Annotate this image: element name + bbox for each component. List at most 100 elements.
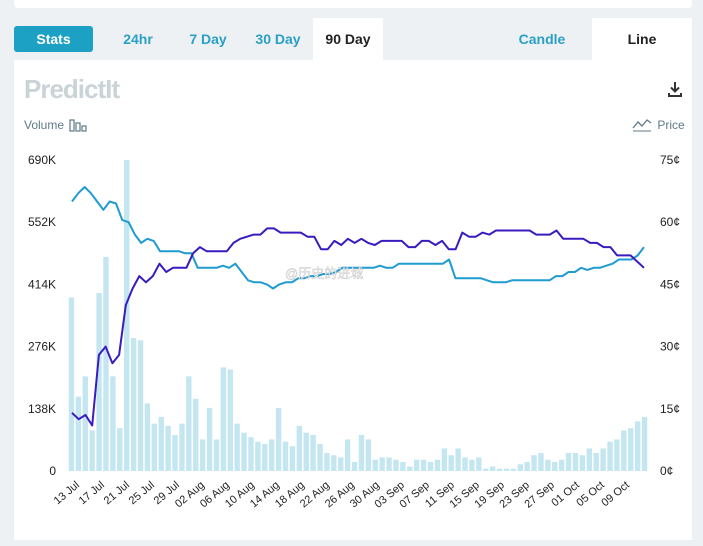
volume-bar	[144, 403, 151, 471]
volume-bar	[628, 428, 634, 471]
volume-bar	[586, 448, 593, 471]
volume-bar	[365, 439, 372, 471]
volume-bar	[489, 466, 496, 471]
volume-bar	[110, 376, 116, 471]
left-axis-tick: 276K	[28, 340, 56, 354]
volume-bar	[137, 340, 144, 471]
volume-legend-label: Volume	[24, 118, 65, 132]
volume-bar	[96, 292, 102, 471]
price-legend-label: Price	[657, 118, 685, 132]
volume-bar	[379, 457, 385, 471]
volume-bar	[517, 464, 523, 471]
volume-bar	[248, 437, 254, 471]
volume-bar	[621, 430, 627, 471]
volume-bar	[552, 461, 558, 471]
left-axis-tick: 0	[49, 464, 56, 478]
volume-bar	[282, 441, 289, 471]
volume-bar	[476, 457, 482, 471]
volume-bar	[151, 423, 158, 471]
volume-bar	[172, 434, 178, 471]
volume-bar	[130, 338, 137, 471]
volume-bar	[227, 369, 233, 471]
right-axis-tick: 30¢	[660, 340, 680, 354]
left-axis-tick: 414K	[28, 277, 56, 291]
price-legend: Price	[632, 116, 685, 132]
volume-bar	[103, 256, 109, 471]
volume-bar	[338, 457, 344, 471]
volume-bar	[400, 461, 406, 471]
volume-bar	[344, 439, 351, 471]
volume-bar	[600, 448, 606, 471]
volume-bar	[386, 457, 392, 471]
volume-bar	[158, 416, 164, 471]
volume-bar	[407, 466, 413, 471]
right-axis-tick: 0¢	[660, 464, 673, 478]
volume-bar	[413, 459, 420, 471]
volume-bar	[469, 459, 475, 471]
volume-bar	[565, 452, 572, 471]
volume-bar	[68, 297, 75, 471]
tab-candle[interactable]: Candle	[518, 31, 566, 47]
download-icon[interactable]	[666, 80, 684, 98]
volume-bar	[558, 459, 565, 471]
tab-7-day[interactable]: 7 Day	[189, 31, 227, 47]
volume-bar	[213, 439, 220, 471]
volume-bar	[89, 430, 95, 471]
volume-bar	[199, 439, 206, 471]
x-axis-tick: 13 Jul	[52, 479, 82, 507]
price-series-line	[71, 186, 645, 290]
x-axis-tick: 21 Jul	[102, 479, 132, 507]
volume-bar	[483, 468, 489, 471]
left-axis-tick: 552K	[28, 215, 56, 229]
volume-bar	[434, 459, 441, 471]
volume-bar	[268, 439, 275, 471]
volume-bar	[255, 441, 261, 471]
predictit-logo: PredictIt	[24, 74, 120, 104]
tab-90-day[interactable]: 90 Day	[313, 18, 383, 60]
volume-bar	[420, 459, 427, 471]
x-axis-tick: 25 Jul	[127, 479, 157, 507]
volume-bar	[351, 461, 358, 471]
volume-bar	[593, 452, 599, 471]
volume-bar	[220, 367, 227, 471]
volume-bar	[634, 421, 641, 471]
volume-bar	[441, 448, 448, 471]
volume-bar	[179, 423, 185, 471]
tab-24hr[interactable]: 24hr	[123, 31, 153, 47]
volume-bar	[462, 457, 468, 471]
volume-bar	[262, 443, 268, 471]
volume-bar	[614, 439, 620, 471]
tab-30-day[interactable]: 30 Day	[255, 31, 301, 47]
volume-bar	[296, 425, 303, 471]
stats-button[interactable]: Stats	[14, 26, 93, 52]
volume-bar	[75, 396, 82, 471]
watermark: @历史的进城	[285, 266, 363, 281]
volume-bar	[289, 446, 296, 471]
volume-bar	[531, 455, 537, 471]
volume-bar	[117, 428, 123, 471]
volume-bar	[572, 452, 579, 471]
x-axis-tick: 17 Jul	[77, 479, 107, 507]
volume-bar	[241, 432, 247, 471]
volume-bar	[524, 461, 530, 471]
volume-bar	[358, 434, 365, 471]
left-axis-tick: 138K	[28, 402, 56, 416]
volume-bar	[641, 416, 648, 471]
right-axis-tick: 60¢	[660, 215, 680, 229]
volume-bar	[317, 443, 323, 471]
volume-bar	[607, 441, 613, 471]
volume-bar	[82, 376, 88, 471]
right-axis-tick: 75¢	[660, 153, 680, 167]
price-series-line	[71, 227, 645, 427]
volume-bar	[331, 455, 337, 471]
volume-bar	[538, 452, 544, 471]
chart-tab-bar: Stats 24hr 7 Day 30 Day 90 Day Candle Li…	[0, 18, 703, 60]
top-panel-edge	[14, 0, 692, 8]
volume-bar	[393, 459, 399, 471]
volume-legend: Volume	[24, 116, 89, 132]
volume-bar	[303, 432, 309, 471]
tab-line[interactable]: Line	[592, 18, 692, 60]
volume-bar	[427, 461, 434, 471]
right-axis-tick: 15¢	[660, 402, 680, 416]
